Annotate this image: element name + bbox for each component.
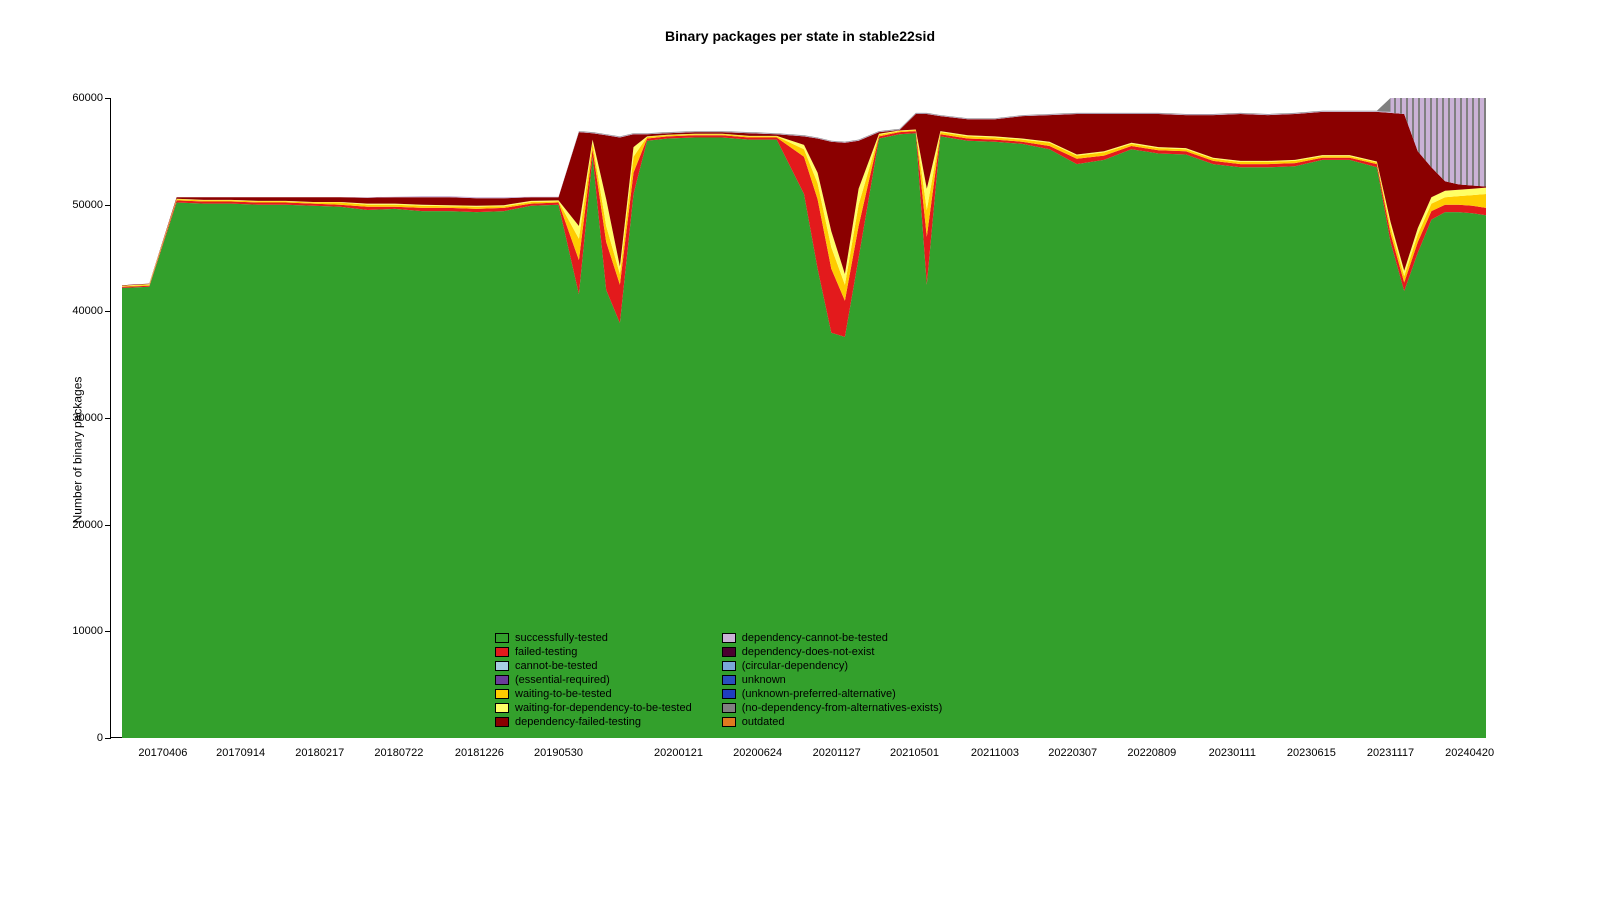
legend-item: failed-testing xyxy=(495,646,692,658)
legend-swatch xyxy=(495,689,509,699)
legend-item: outdated xyxy=(722,716,943,728)
legend-swatch xyxy=(495,647,509,657)
legend-swatch xyxy=(722,703,736,713)
legend-label: failed-testing xyxy=(515,646,577,658)
legend-column: dependency-cannot-be-tested dependency-do… xyxy=(722,632,943,728)
x-tick-label: 20230111 xyxy=(1209,747,1256,759)
x-tick-label: 20201127 xyxy=(813,747,861,759)
x-tick-label: 20181226 xyxy=(455,747,504,759)
x-tick-label: 20180217 xyxy=(295,747,344,759)
legend-label: dependency-cannot-be-tested xyxy=(742,632,888,644)
x-tick-label: 20220809 xyxy=(1127,747,1176,759)
x-tick-label: 20220307 xyxy=(1048,747,1097,759)
y-tick-label: 30000 xyxy=(72,412,103,424)
y-tick-label: 60000 xyxy=(72,92,103,104)
legend-swatch xyxy=(722,633,736,643)
legend-item: unknown xyxy=(722,674,943,686)
chart-title: Binary packages per state in stable22sid xyxy=(0,28,1600,44)
x-tick-label: 20180722 xyxy=(374,747,423,759)
legend-swatch xyxy=(495,675,509,685)
legend-swatch xyxy=(722,689,736,699)
legend-label: successfully-tested xyxy=(515,632,608,644)
legend-item: dependency-failed-testing xyxy=(495,716,692,728)
legend-item: (circular-dependency) xyxy=(722,660,943,672)
legend-label: waiting-to-be-tested xyxy=(515,688,612,700)
legend-item: (unknown-preferred-alternative) xyxy=(722,688,943,700)
legend-item: waiting-to-be-tested xyxy=(495,688,692,700)
y-tick-mark xyxy=(105,98,111,99)
legend-item: (no-dependency-from-alternatives-exists) xyxy=(722,702,943,714)
x-tick-label: 20211003 xyxy=(971,747,1019,759)
y-tick-mark xyxy=(105,311,111,312)
y-tick-label: 10000 xyxy=(72,625,103,637)
x-tick-label: 20230615 xyxy=(1287,747,1336,759)
legend-label: (circular-dependency) xyxy=(742,660,848,672)
y-tick-mark xyxy=(105,525,111,526)
legend-item: dependency-cannot-be-tested xyxy=(722,632,943,644)
legend-label: (no-dependency-from-alternatives-exists) xyxy=(742,702,943,714)
stacked-area-chart: Binary packages per state in stable22sid… xyxy=(0,0,1600,900)
legend-item: (essential-required) xyxy=(495,674,692,686)
legend-item: successfully-tested xyxy=(495,632,692,644)
legend-label: (essential-required) xyxy=(515,674,610,686)
legend: successfully-tested failed-testing cannot-… xyxy=(495,632,942,728)
legend-label: cannot-be-tested xyxy=(515,660,598,672)
y-tick-mark xyxy=(105,205,111,206)
legend-swatch xyxy=(495,633,509,643)
legend-swatch xyxy=(495,717,509,727)
legend-column: successfully-tested failed-testing cannot-… xyxy=(495,632,692,728)
y-tick-mark xyxy=(105,738,111,739)
y-tick-label: 40000 xyxy=(72,305,103,317)
legend-item: cannot-be-tested xyxy=(495,660,692,672)
legend-swatch xyxy=(495,703,509,713)
legend-label: dependency-failed-testing xyxy=(515,716,641,728)
x-tick-label: 20231117 xyxy=(1367,747,1414,759)
legend-swatch xyxy=(722,661,736,671)
x-tick-label: 20210501 xyxy=(890,747,939,759)
y-tick-mark xyxy=(105,418,111,419)
legend-item: waiting-for-dependency-to-be-tested xyxy=(495,702,692,714)
y-axis-title: Number of binary packages xyxy=(70,377,84,524)
legend-swatch xyxy=(722,717,736,727)
legend-label: unknown xyxy=(742,674,786,686)
x-tick-label: 20240420 xyxy=(1445,747,1494,759)
y-tick-label: 50000 xyxy=(72,199,103,211)
y-tick-label: 0 xyxy=(97,732,103,744)
x-tick-label: 20170914 xyxy=(216,747,265,759)
legend-label: outdated xyxy=(742,716,785,728)
y-tick-mark xyxy=(105,631,111,632)
x-tick-label: 20190530 xyxy=(534,747,583,759)
x-tick-label: 20200121 xyxy=(654,747,703,759)
legend-label: (unknown-preferred-alternative) xyxy=(742,688,896,700)
x-tick-label: 20170406 xyxy=(138,747,187,759)
legend-swatch xyxy=(722,647,736,657)
legend-label: waiting-for-dependency-to-be-tested xyxy=(515,702,692,714)
y-tick-label: 20000 xyxy=(72,519,103,531)
legend-swatch xyxy=(495,661,509,671)
x-tick-label: 20200624 xyxy=(733,747,782,759)
legend-item: dependency-does-not-exist xyxy=(722,646,943,658)
legend-label: dependency-does-not-exist xyxy=(742,646,875,658)
legend-swatch xyxy=(722,675,736,685)
